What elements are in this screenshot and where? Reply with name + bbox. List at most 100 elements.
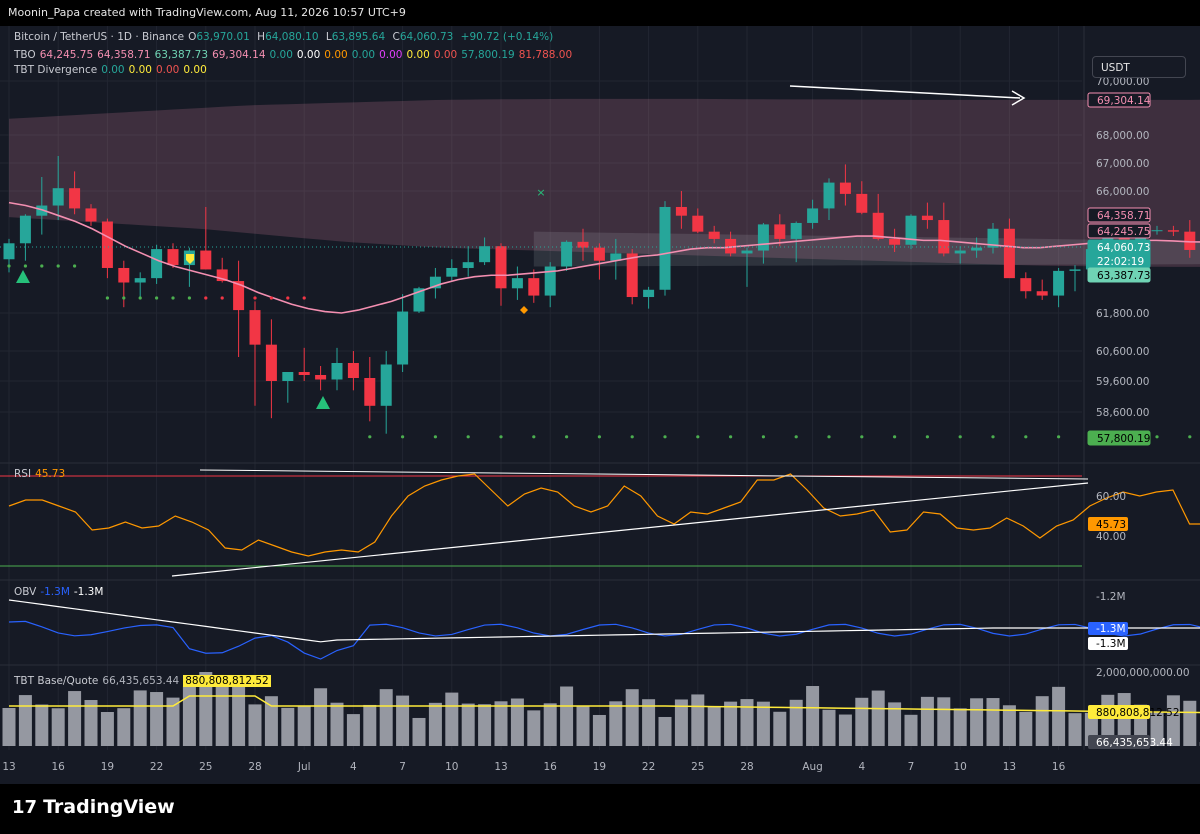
resistance-dot bbox=[253, 296, 257, 300]
candle-body bbox=[331, 363, 343, 380]
tbt-divergence-value-1: 0.00 bbox=[101, 64, 125, 76]
ohlc-open: 63,970.01 bbox=[196, 31, 250, 43]
rsi-tick-label: 40.00 bbox=[1096, 531, 1126, 543]
volume-bar bbox=[428, 702, 442, 746]
price-label-text: 57,800.19 bbox=[1097, 433, 1150, 445]
candle-body bbox=[118, 267, 130, 283]
volume-bar bbox=[527, 710, 541, 746]
x-tick-label: 13 bbox=[494, 761, 507, 773]
tbo-label[interactable]: TBO bbox=[14, 49, 36, 61]
candle-body bbox=[3, 243, 15, 260]
tbo-value-8: 0.00 bbox=[351, 49, 376, 61]
candle-body bbox=[987, 228, 999, 248]
candle-body bbox=[101, 221, 113, 268]
candle-body bbox=[1036, 291, 1048, 296]
symbol-name[interactable]: Bitcoin / TetherUS · 1D · Binance bbox=[14, 31, 185, 43]
tradingview-logo-icon: 17 bbox=[12, 797, 38, 818]
price-tick-label: 58,600.00 bbox=[1096, 407, 1149, 419]
candle-body bbox=[265, 344, 277, 381]
candle-body bbox=[610, 253, 622, 261]
support-dot bbox=[1155, 435, 1159, 439]
tbt-divergence-label[interactable]: TBT Divergence bbox=[14, 64, 98, 76]
candle-body bbox=[19, 215, 31, 244]
tbt-average-line bbox=[9, 695, 1200, 714]
x-tick-label: 25 bbox=[691, 761, 704, 773]
tbt-label[interactable]: TBT Base/Quote bbox=[14, 675, 99, 687]
obv-ma-line bbox=[8, 599, 1200, 643]
price-label-text: 64,245.75 bbox=[1097, 226, 1150, 238]
candle-body bbox=[839, 182, 851, 194]
tbt-divergence-value-2: 0.00 bbox=[128, 64, 152, 76]
support-dot bbox=[23, 264, 27, 268]
candle-body bbox=[364, 378, 376, 406]
legend-tbo-row: TBO 64,245.75 64,358.71 63,387.73 69,304.14 0… bbox=[14, 49, 580, 61]
support-dot bbox=[138, 296, 142, 300]
candle-body bbox=[151, 249, 163, 279]
volume-bar bbox=[576, 706, 590, 746]
chart-canvas[interactable]: × 70,000.00 68,000.00 67,000.00 66,000.00 61… bbox=[0, 26, 1200, 784]
support-dot bbox=[597, 435, 602, 439]
tbo-value-9: 0.00 bbox=[379, 49, 403, 61]
obv-ma-value-label: -1.3M bbox=[1096, 638, 1126, 650]
price-label-text: 63,387.73 bbox=[1097, 270, 1150, 282]
volume-bar bbox=[445, 692, 459, 746]
obv-label[interactable]: OBV bbox=[14, 586, 37, 598]
candle-body bbox=[807, 208, 819, 223]
tbo-consolidation-band bbox=[533, 231, 1200, 267]
rsi-tick-label: 60.00 bbox=[1096, 491, 1126, 503]
support-dot bbox=[401, 435, 405, 439]
rsi-label[interactable]: RSI bbox=[14, 468, 32, 480]
price-tick-label: 59,600.00 bbox=[1096, 376, 1149, 388]
candle-body bbox=[1184, 231, 1196, 250]
legend-tbt-divergence-row: TBT Divergence 0.00 0.00 0.00 0.00 bbox=[14, 64, 215, 76]
tbo-value-11: 0.00 bbox=[433, 49, 458, 61]
price-label-box bbox=[1087, 92, 1151, 108]
candle-body bbox=[397, 311, 409, 365]
candle-body bbox=[757, 224, 769, 251]
chart-frame[interactable]: × 70,000.00 68,000.00 67,000.00 66,000.00 61… bbox=[0, 26, 1200, 784]
volume-bar bbox=[297, 706, 311, 746]
volume-bar bbox=[970, 698, 984, 746]
candle-body bbox=[971, 247, 983, 251]
candle-body bbox=[462, 262, 474, 268]
candle-body bbox=[479, 246, 491, 263]
currency-button[interactable]: USDT bbox=[1092, 56, 1186, 78]
candle-body bbox=[282, 372, 294, 381]
volume-bar bbox=[264, 696, 278, 746]
candle-body bbox=[1003, 228, 1015, 279]
obv-value-label: -1.3M bbox=[1096, 623, 1126, 635]
x-tick-label: 19 bbox=[593, 761, 606, 773]
candle-body bbox=[544, 266, 556, 296]
volume-bar bbox=[920, 696, 934, 746]
candle-body bbox=[905, 215, 917, 245]
price-tick-label: 70,000.00 bbox=[1096, 76, 1149, 88]
volume-bar bbox=[658, 716, 672, 746]
candle-body bbox=[298, 372, 310, 375]
volume-bar bbox=[806, 686, 820, 746]
candle-body bbox=[643, 289, 655, 298]
warning-marker bbox=[186, 254, 194, 264]
volume-bar bbox=[1035, 696, 1049, 746]
x-tick-label: 4 bbox=[350, 761, 357, 773]
tradingview-logo[interactable]: 17 TradingView bbox=[12, 796, 175, 818]
price-tick-label: 60,600.00 bbox=[1096, 346, 1149, 358]
support-dot bbox=[958, 435, 962, 439]
candle-body bbox=[528, 278, 540, 296]
resistance-dot bbox=[286, 296, 290, 300]
candle-body bbox=[725, 238, 737, 254]
support-dot bbox=[155, 296, 159, 300]
volume-bar bbox=[1019, 711, 1033, 746]
support-dot bbox=[1057, 435, 1061, 439]
candle-body bbox=[626, 253, 638, 298]
x-tick-label: 4 bbox=[858, 761, 865, 773]
volume-bar bbox=[838, 714, 852, 746]
volume-bar bbox=[346, 714, 360, 746]
resistance-dot bbox=[204, 296, 208, 300]
obv-value-box bbox=[1088, 622, 1128, 635]
volume-bar bbox=[199, 672, 213, 746]
candle-body bbox=[774, 224, 786, 239]
volume-bar bbox=[232, 685, 246, 746]
support-dot bbox=[827, 435, 831, 439]
buy-signal-triangle bbox=[16, 270, 30, 283]
diamond-marker bbox=[520, 306, 528, 314]
